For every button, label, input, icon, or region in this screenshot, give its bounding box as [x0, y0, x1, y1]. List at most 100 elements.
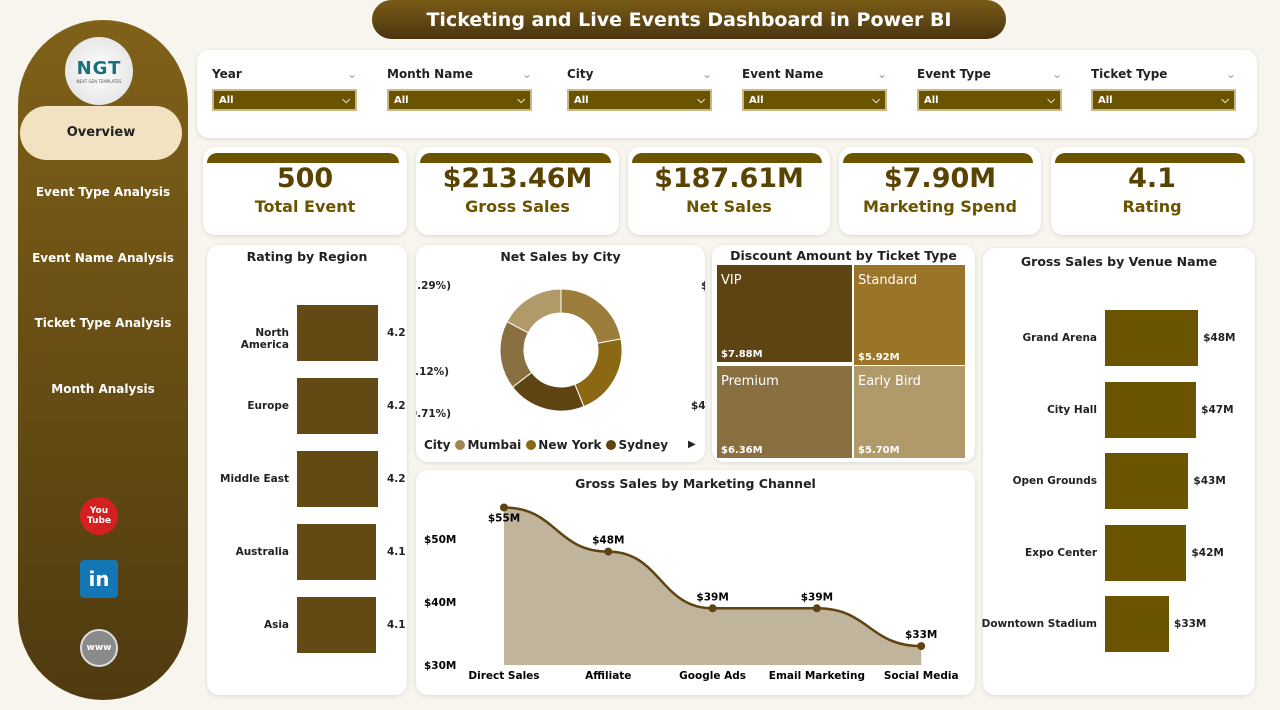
bar[interactable]	[1105, 453, 1189, 509]
filter-slicer[interactable]: Year ⌄ All ⌵	[212, 67, 357, 111]
data-label: $43M	[1193, 475, 1226, 487]
data-label: $39M	[801, 591, 833, 603]
chevron-down-icon[interactable]: ⌄	[1051, 67, 1062, 81]
y-tick-label: $40M	[424, 597, 456, 609]
bar[interactable]	[297, 597, 377, 653]
area-fill	[504, 507, 922, 665]
legend-next-icon[interactable]: ▶	[688, 439, 696, 450]
category-label: Middle East	[220, 473, 289, 485]
bar[interactable]	[297, 378, 378, 434]
youtube-icon[interactable]: You Tube	[80, 497, 118, 535]
category-label: Australia	[235, 546, 289, 558]
bar[interactable]	[1105, 310, 1199, 366]
kpi-value: 4.1	[1128, 163, 1176, 194]
filter-label: Event Type	[917, 67, 991, 81]
chevron-down-icon[interactable]: ⌄	[701, 67, 712, 81]
filter-dropdown[interactable]: All ⌵	[212, 89, 357, 111]
filter-dropdown[interactable]: All ⌵	[387, 89, 532, 111]
kpi-value: $7.90M	[883, 163, 997, 194]
tile-name: VIP	[721, 273, 742, 288]
x-tick-label: Affiliate	[585, 670, 631, 682]
nav-item[interactable]: Ticket Type Analysis	[34, 316, 172, 330]
data-point[interactable]	[604, 547, 613, 556]
treemap-tile[interactable]: VIP $7.88M	[717, 265, 852, 362]
filter-dropdown[interactable]: All ⌵	[567, 89, 712, 111]
data-label: 4.1	[387, 546, 406, 558]
category-label: Open Grounds	[1012, 475, 1097, 487]
slice-label: $38.85M (20.71%)	[416, 408, 451, 420]
filter-dropdown[interactable]: All ⌵	[742, 89, 887, 111]
chevron-down-icon[interactable]: ⌄	[346, 67, 357, 81]
tile-value: $7.88M	[721, 349, 763, 360]
donut-slice[interactable]	[560, 288, 622, 344]
kpi-card: 4.1 Rating	[1051, 147, 1253, 235]
filter-slicer[interactable]: Ticket Type ⌄ All ⌵	[1091, 67, 1236, 111]
filter-slicer[interactable]: Event Type ⌄ All ⌵	[917, 67, 1062, 111]
filter-value: All	[219, 94, 234, 106]
bar[interactable]	[1105, 596, 1170, 652]
donut-legend: City Mumbai New York Sydney	[424, 438, 668, 452]
legend-swatch	[526, 440, 537, 450]
filter-value: All	[924, 94, 939, 106]
data-point[interactable]	[500, 503, 508, 512]
bar[interactable]	[297, 305, 378, 361]
nav-item[interactable]: Month Analysis	[51, 382, 155, 396]
chevron-down-icon[interactable]: ⌄	[876, 67, 887, 81]
filter-slicer[interactable]: Event Name ⌄ All ⌵	[742, 67, 887, 111]
bar[interactable]	[1105, 524, 1187, 581]
data-point[interactable]	[917, 642, 926, 651]
kpi-header-bar	[1055, 153, 1245, 163]
bar[interactable]	[297, 524, 377, 580]
slice-label: $41.44M (22.09%)	[701, 280, 705, 292]
filter-slicer[interactable]: City ⌄ All ⌵	[567, 67, 712, 111]
data-label: $48M	[592, 535, 624, 547]
chart-title: Gross Sales by Marketing Channel	[575, 476, 816, 491]
legend-item[interactable]: New York	[526, 438, 601, 452]
treemap-tile[interactable]: Standard $5.92M	[854, 265, 965, 365]
bar[interactable]	[1105, 381, 1197, 438]
filter-dropdown[interactable]: All ⌵	[1091, 89, 1236, 111]
treemap-tile[interactable]: Early Bird $5.70M	[854, 366, 965, 458]
data-label: 4.1	[387, 619, 406, 631]
chevron-down-icon[interactable]: ⌄	[521, 67, 532, 81]
net-sales-by-city-card: Net Sales by City $41.44M (22.09%) $40.8.…	[416, 245, 705, 462]
filter-label: City	[567, 67, 594, 81]
donut-slice[interactable]	[506, 288, 562, 334]
legend-item[interactable]: Mumbai	[455, 438, 521, 452]
data-point[interactable]	[812, 604, 821, 613]
legend-title: City	[424, 438, 451, 452]
kpi-label: Net Sales	[686, 197, 772, 216]
sidebar: Overview Event Type Analysis Event Name An…	[18, 20, 188, 700]
globe-icon[interactable]: www	[80, 629, 118, 667]
linkedin-label: in	[88, 567, 110, 591]
kpi-header-bar	[632, 153, 822, 163]
ngt-logo: NGT NEXT GEN TEMPLATES	[65, 37, 133, 105]
donut-slice[interactable]	[574, 338, 623, 408]
slice-label: $33.99M (18.12%)	[416, 366, 449, 378]
gross-sales-by-venue-card: Gross Sales by Venue Name Grand Arena $48…	[982, 248, 1255, 695]
nav-item[interactable]: Event Type Analysis	[35, 185, 171, 199]
x-tick-label: Social Media	[884, 670, 959, 682]
category-label: Europe	[247, 400, 289, 412]
nav-item[interactable]: Event Name Analysis	[32, 251, 174, 265]
nav-item[interactable]: Overview	[20, 106, 182, 160]
chevron-down-icon[interactable]: ⌄	[1225, 67, 1236, 81]
data-point[interactable]	[708, 604, 717, 613]
kpi-value: $213.46M	[442, 163, 593, 194]
bar[interactable]	[297, 451, 378, 507]
linkedin-icon[interactable]: in	[80, 560, 118, 598]
x-tick-label: Google Ads	[679, 670, 746, 682]
kpi-header-bar	[420, 153, 611, 163]
treemap-tile[interactable]: Premium $6.36M	[717, 366, 852, 458]
data-label: 4.2	[387, 327, 406, 339]
kpi-label: Total Event	[254, 197, 356, 216]
kpi-card: 500 Total Event	[203, 147, 407, 235]
legend-item[interactable]: Sydney	[606, 438, 668, 452]
slice-label: $40.8... (21....)	[691, 400, 705, 412]
filter-slicer[interactable]: Month Name ⌄ All ⌵	[387, 67, 532, 111]
filter-dropdown[interactable]: All ⌵	[917, 89, 1062, 111]
rating-by-region-card: Rating by Region North America 4.2 Europe 4…	[207, 245, 407, 695]
chevron-down-icon: ⌵	[517, 94, 525, 106]
x-tick-label: Direct Sales	[468, 670, 539, 682]
donut-chart: $41.44M (22.09%) $40.8... (21....) $38.85M…	[416, 280, 705, 420]
